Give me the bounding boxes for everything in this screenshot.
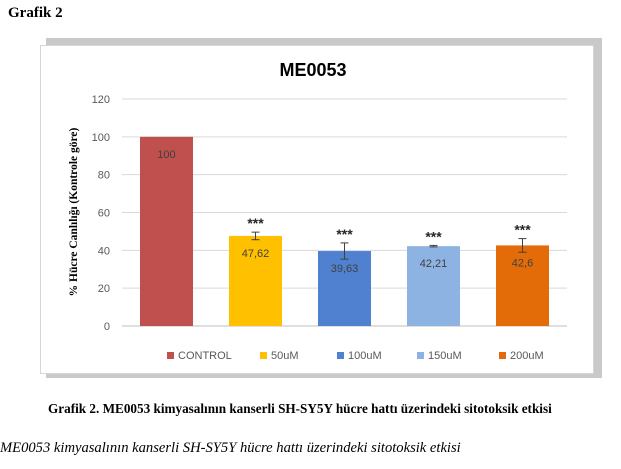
bar-100um — [318, 251, 371, 326]
y-tick-label: 20 — [98, 283, 110, 295]
significance-marker: *** — [247, 215, 264, 231]
data-label: 100 — [157, 149, 175, 161]
legend-swatch — [337, 352, 344, 359]
legend-swatch — [417, 352, 424, 359]
significance-marker: *** — [514, 222, 531, 238]
y-tick-label: 80 — [98, 170, 110, 182]
significance-marker: *** — [336, 226, 353, 242]
legend-entry-control: CONTROL — [178, 350, 232, 362]
chart-title: ME0053 — [279, 60, 346, 80]
figure-subcaption: ME0053 kimyasalının kanserli SH-SY5Y hüc… — [0, 440, 461, 456]
y-tick-label: 0 — [104, 321, 110, 333]
legend-swatch — [260, 352, 267, 359]
data-label: 42,21 — [420, 258, 448, 270]
legend-swatch — [167, 352, 174, 359]
y-tick-label: 120 — [92, 94, 110, 106]
data-label: 42,6 — [512, 257, 533, 269]
legend-entry-100um: 100uM — [348, 350, 382, 362]
significance-marker: *** — [425, 228, 442, 244]
y-tick-label: 40 — [98, 245, 110, 257]
y-tick-label: 100 — [92, 132, 110, 144]
legend-entry-50um: 50uM — [271, 350, 299, 362]
legend-entry-200um: 200uM — [510, 350, 544, 362]
legend-entry-150um: 150uM — [428, 350, 462, 362]
data-label: 39,63 — [331, 263, 359, 275]
legend-swatch — [499, 352, 506, 359]
bar-50um — [229, 235, 282, 326]
bar-150um — [407, 246, 460, 326]
figure-caption: Grafik 2. ME0053 kimyasalının kanserli S… — [48, 401, 552, 416]
data-label: 47,62 — [242, 248, 270, 260]
bar-200um — [496, 245, 549, 326]
y-tick-label: 60 — [98, 208, 110, 220]
bar-control — [140, 136, 193, 326]
y-axis-label: % Hücre Canlılığı (Kontrole göre) — [68, 128, 80, 297]
figure-heading: Grafik 2 — [8, 5, 63, 21]
